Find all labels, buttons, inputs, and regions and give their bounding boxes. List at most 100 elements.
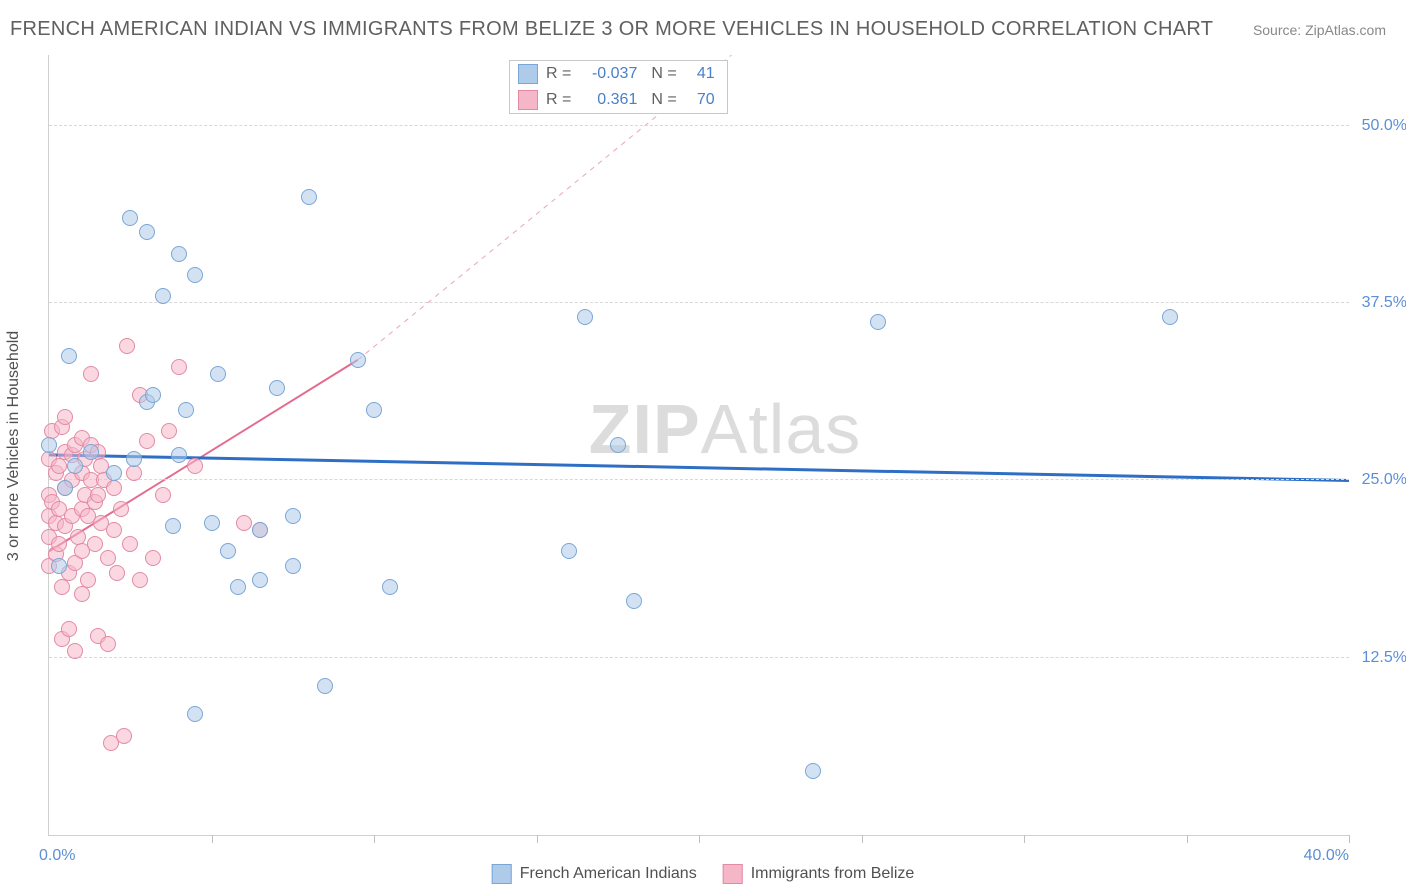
y-tick-label: 37.5% [1353, 294, 1406, 312]
scatter-point-pink [122, 536, 138, 552]
scatter-point-blue [61, 348, 77, 364]
scatter-point-blue [220, 543, 236, 559]
stats-swatch [518, 90, 538, 110]
x-tick [862, 835, 863, 843]
stats-n-label: N = [651, 91, 676, 109]
x-min-label: 0.0% [39, 847, 75, 865]
scatter-point-pink [161, 423, 177, 439]
x-tick [212, 835, 213, 843]
grid-line [49, 479, 1349, 480]
scatter-point-pink [54, 579, 70, 595]
grid-line [49, 657, 1349, 658]
scatter-point-pink [90, 487, 106, 503]
stats-row: R =0.361N =70 [510, 87, 727, 113]
scatter-point-pink [126, 465, 142, 481]
stats-n-value: 41 [685, 65, 715, 83]
scatter-point-blue [626, 593, 642, 609]
bottom-legend: French American Indians Immigrants from … [492, 864, 915, 884]
stats-box: R =-0.037N =41R =0.361N =70 [509, 60, 728, 114]
stats-swatch [518, 64, 538, 84]
x-tick [374, 835, 375, 843]
legend-swatch-pink [723, 864, 743, 884]
watermark: ZIPAtlas [589, 389, 862, 469]
legend-item-blue: French American Indians [492, 864, 697, 884]
x-tick [537, 835, 538, 843]
scatter-point-pink [106, 480, 122, 496]
stats-n-label: N = [651, 65, 676, 83]
scatter-point-blue [285, 558, 301, 574]
scatter-point-blue [155, 288, 171, 304]
trend-lines [49, 55, 1349, 835]
legend-swatch-blue [492, 864, 512, 884]
scatter-point-blue [230, 579, 246, 595]
scatter-point-blue [178, 402, 194, 418]
scatter-point-pink [51, 536, 67, 552]
scatter-point-pink [74, 586, 90, 602]
scatter-point-blue [126, 451, 142, 467]
scatter-point-pink [171, 359, 187, 375]
scatter-point-blue [252, 572, 268, 588]
scatter-point-blue [57, 480, 73, 496]
scatter-point-blue [610, 437, 626, 453]
scatter-point-blue [366, 402, 382, 418]
scatter-point-blue [382, 579, 398, 595]
scatter-point-pink [187, 458, 203, 474]
scatter-point-blue [187, 267, 203, 283]
scatter-point-pink [155, 487, 171, 503]
legend-label-pink: Immigrants from Belize [751, 865, 915, 883]
scatter-point-blue [171, 246, 187, 262]
stats-r-value: -0.037 [579, 65, 637, 83]
scatter-point-blue [561, 543, 577, 559]
scatter-point-blue [350, 352, 366, 368]
x-max-label: 40.0% [1304, 847, 1349, 865]
scatter-point-pink [132, 572, 148, 588]
scatter-point-blue [269, 380, 285, 396]
x-tick [1187, 835, 1188, 843]
scatter-point-blue [122, 210, 138, 226]
scatter-point-pink [80, 572, 96, 588]
grid-line [49, 302, 1349, 303]
scatter-point-pink [145, 550, 161, 566]
x-tick [1024, 835, 1025, 843]
plot-area: ZIPAtlas 12.5%25.0%37.5%50.0%0.0%40.0%R … [48, 55, 1349, 836]
scatter-point-pink [109, 565, 125, 581]
scatter-point-pink [57, 409, 73, 425]
scatter-point-blue [171, 447, 187, 463]
scatter-point-pink [116, 728, 132, 744]
scatter-point-blue [41, 437, 57, 453]
legend-item-pink: Immigrants from Belize [723, 864, 915, 884]
y-axis-label: 3 or more Vehicles in Household [5, 331, 23, 561]
scatter-point-pink [51, 458, 67, 474]
scatter-point-blue [67, 458, 83, 474]
scatter-point-pink [87, 536, 103, 552]
scatter-point-pink [83, 366, 99, 382]
scatter-point-blue [83, 444, 99, 460]
stats-r-value: 0.361 [579, 91, 637, 109]
scatter-point-blue [204, 515, 220, 531]
scatter-point-pink [236, 515, 252, 531]
legend-label-blue: French American Indians [520, 865, 697, 883]
scatter-point-blue [139, 224, 155, 240]
scatter-point-pink [119, 338, 135, 354]
source-label: Source: ZipAtlas.com [1253, 22, 1386, 38]
scatter-point-pink [61, 621, 77, 637]
stats-n-value: 70 [685, 91, 715, 109]
y-tick-label: 12.5% [1353, 649, 1406, 667]
x-tick [699, 835, 700, 843]
scatter-point-blue [870, 314, 886, 330]
scatter-point-blue [577, 309, 593, 325]
grid-line [49, 125, 1349, 126]
scatter-point-blue [1162, 309, 1178, 325]
stats-r-label: R = [546, 65, 571, 83]
scatter-point-blue [252, 522, 268, 538]
scatter-point-blue [805, 763, 821, 779]
scatter-point-blue [165, 518, 181, 534]
scatter-point-pink [139, 433, 155, 449]
scatter-point-pink [100, 636, 116, 652]
scatter-point-pink [113, 501, 129, 517]
scatter-point-pink [100, 550, 116, 566]
scatter-point-blue [106, 465, 122, 481]
scatter-point-blue [145, 387, 161, 403]
scatter-point-pink [67, 643, 83, 659]
chart-container: FRENCH AMERICAN INDIAN VS IMMIGRANTS FRO… [0, 0, 1406, 892]
